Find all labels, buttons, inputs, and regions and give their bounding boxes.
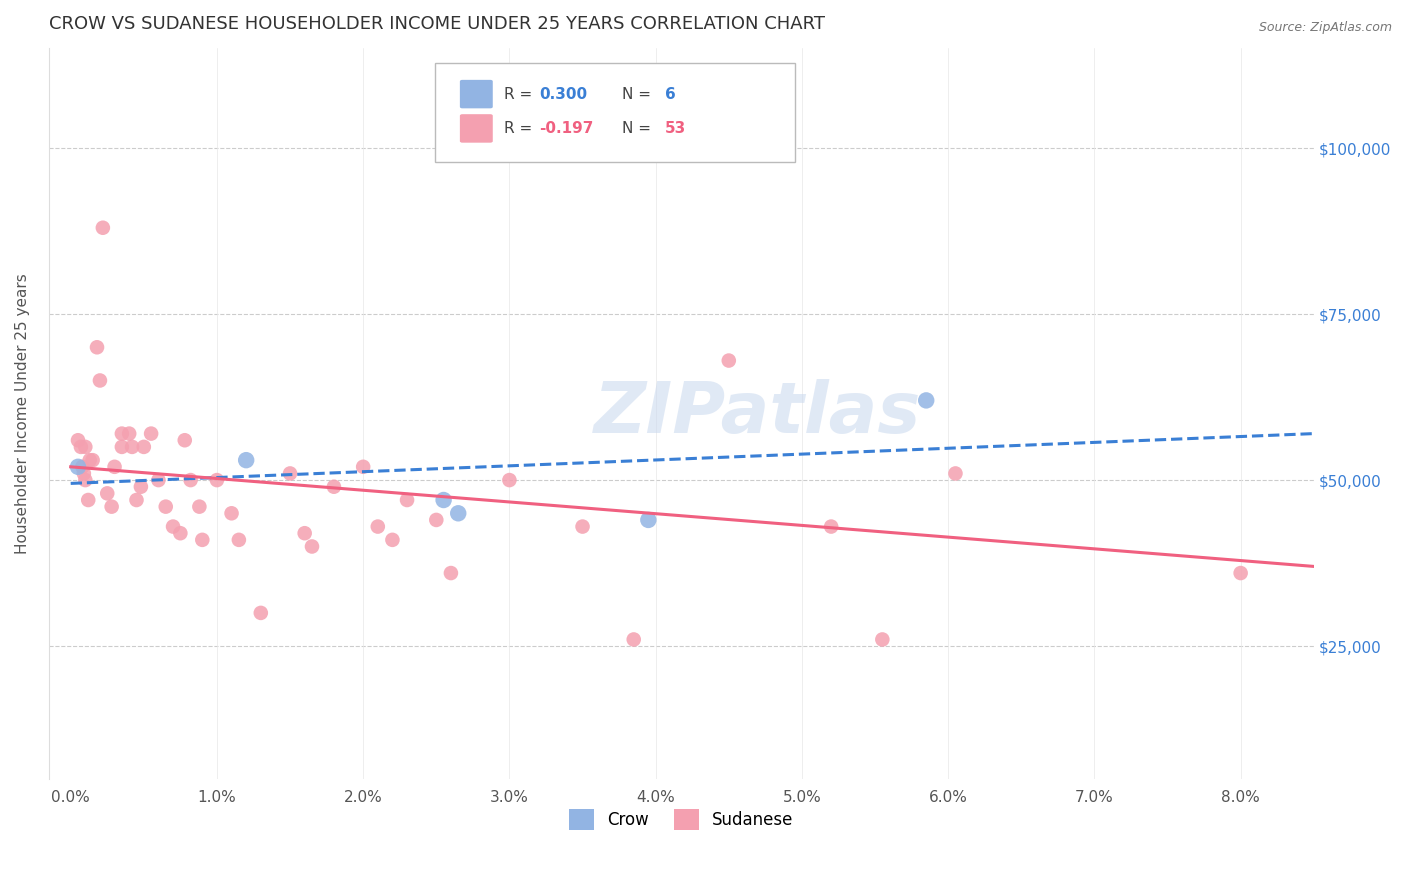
Point	[637, 513, 659, 527]
Legend: Crow, Sudanese: Crow, Sudanese	[562, 803, 800, 837]
Point	[103, 459, 125, 474]
Point	[100, 500, 122, 514]
Point	[96, 486, 118, 500]
Point	[173, 434, 195, 448]
Point	[301, 540, 323, 554]
Point	[77, 493, 100, 508]
Point	[447, 506, 470, 520]
Text: CROW VS SUDANESE HOUSEHOLDER INCOME UNDER 25 YEARS CORRELATION CHART: CROW VS SUDANESE HOUSEHOLDER INCOME UNDE…	[49, 15, 825, 33]
Point	[571, 519, 593, 533]
Point	[294, 526, 316, 541]
Text: 0.300: 0.300	[540, 87, 588, 102]
Text: N =: N =	[621, 87, 655, 102]
Point	[111, 440, 134, 454]
Point	[79, 453, 101, 467]
Point	[205, 473, 228, 487]
Point	[221, 506, 243, 520]
Point	[188, 500, 211, 514]
Point	[169, 526, 191, 541]
Text: R =: R =	[505, 87, 537, 102]
FancyBboxPatch shape	[460, 114, 492, 143]
Point	[66, 459, 89, 474]
Point	[440, 566, 463, 580]
Point	[82, 453, 104, 467]
Text: R =: R =	[505, 121, 537, 136]
Point	[278, 467, 301, 481]
Point	[425, 513, 447, 527]
Text: ZIPatlas: ZIPatlas	[593, 379, 921, 448]
Point	[1229, 566, 1251, 580]
Point	[132, 440, 155, 454]
Point	[323, 480, 346, 494]
Point	[228, 533, 250, 547]
Text: 53: 53	[665, 121, 686, 136]
Point	[433, 493, 456, 508]
Point	[623, 632, 645, 647]
Point	[249, 606, 271, 620]
Text: -0.197: -0.197	[540, 121, 593, 136]
Point	[352, 459, 374, 474]
Point	[75, 440, 97, 454]
Point	[162, 519, 184, 533]
Point	[396, 493, 419, 508]
Text: N =: N =	[621, 121, 655, 136]
Point	[91, 220, 114, 235]
Text: 6: 6	[665, 87, 675, 102]
Point	[915, 393, 938, 408]
Point	[148, 473, 170, 487]
Point	[75, 473, 97, 487]
Point	[121, 440, 143, 454]
Point	[180, 473, 202, 487]
Point	[191, 533, 214, 547]
Point	[73, 467, 96, 481]
Point	[367, 519, 389, 533]
FancyBboxPatch shape	[434, 63, 796, 161]
Text: Source: ZipAtlas.com: Source: ZipAtlas.com	[1258, 21, 1392, 34]
Point	[125, 493, 148, 508]
Point	[86, 340, 108, 354]
Point	[111, 426, 134, 441]
Point	[381, 533, 404, 547]
Point	[498, 473, 520, 487]
Point	[118, 426, 141, 441]
Y-axis label: Householder Income Under 25 years: Householder Income Under 25 years	[15, 273, 30, 554]
Point	[945, 467, 967, 481]
Point	[235, 453, 257, 467]
FancyBboxPatch shape	[460, 80, 492, 108]
Point	[129, 480, 152, 494]
Point	[872, 632, 894, 647]
Point	[155, 500, 177, 514]
Point	[139, 426, 162, 441]
Point	[66, 434, 89, 448]
Point	[70, 440, 93, 454]
Point	[89, 374, 111, 388]
Point	[72, 459, 94, 474]
Point	[820, 519, 842, 533]
Point	[717, 353, 740, 368]
